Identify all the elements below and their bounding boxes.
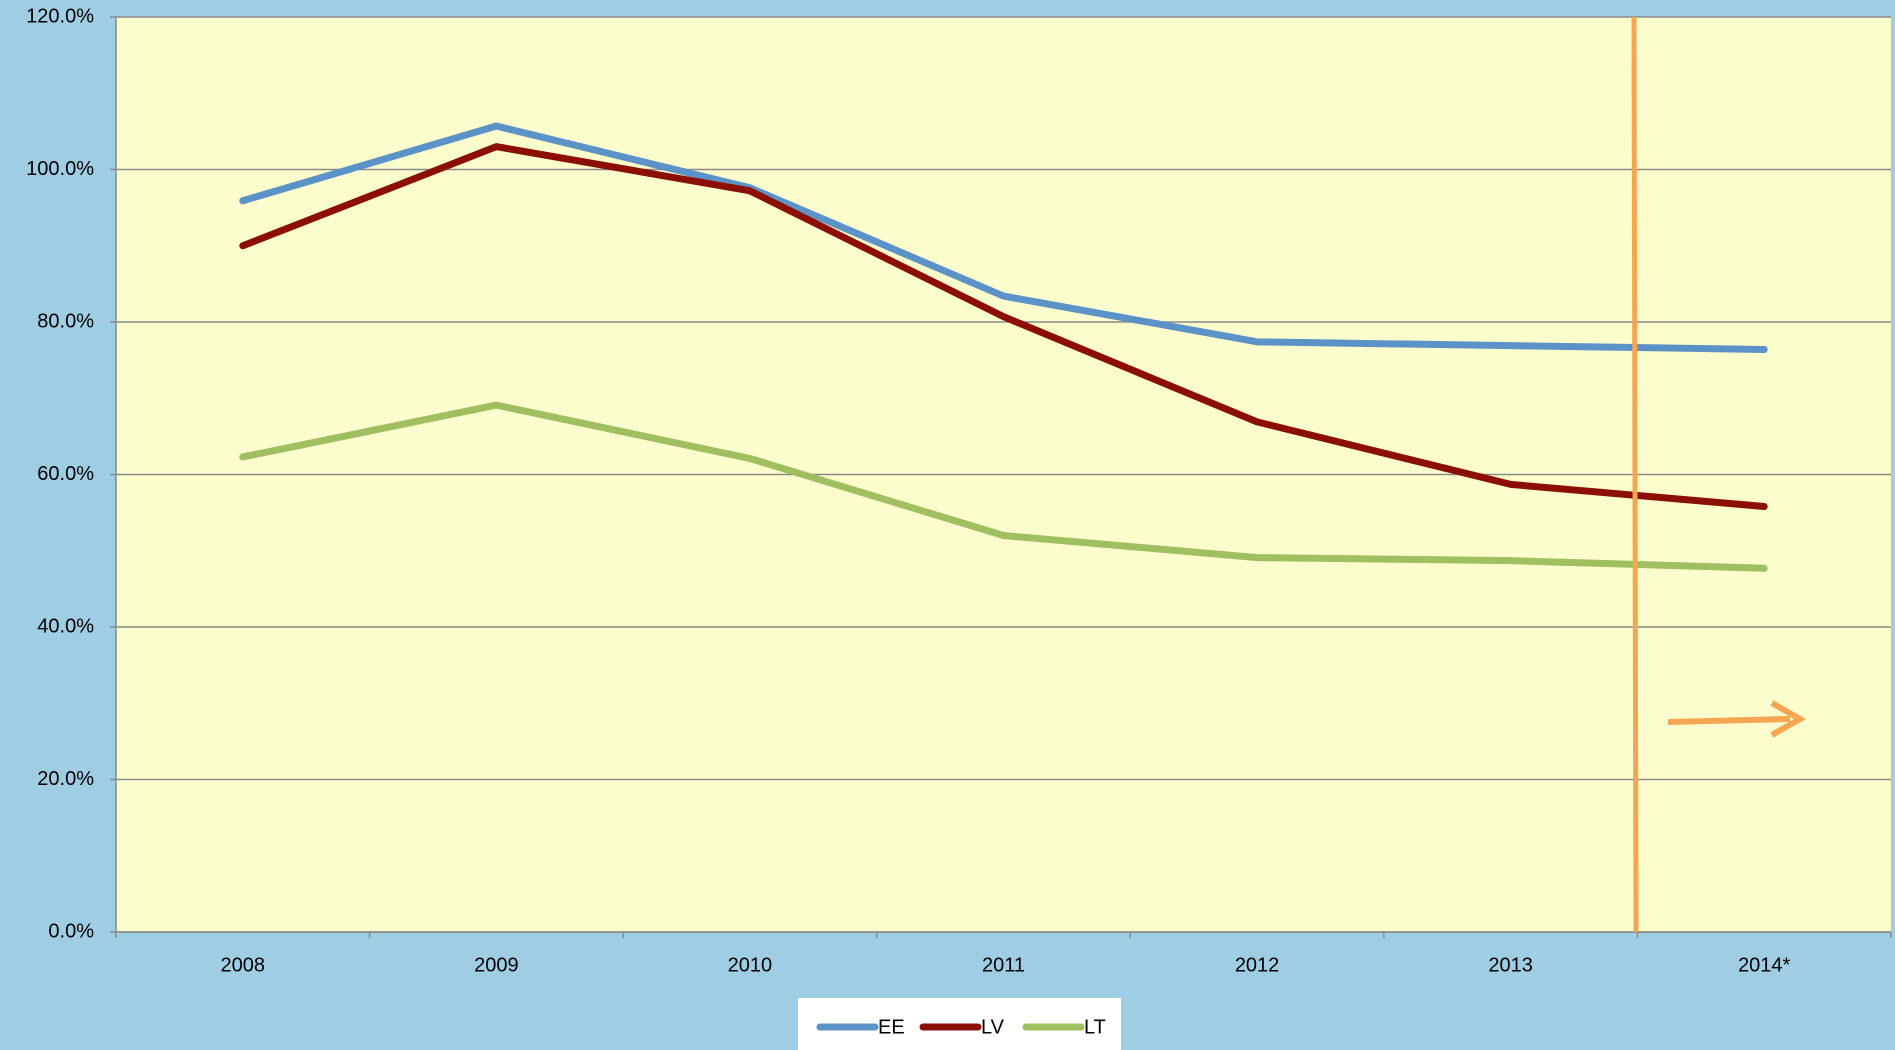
legend-label: LV	[981, 1016, 1005, 1038]
y-tick-label: 100.0%	[26, 158, 94, 180]
y-tick-label: 60.0%	[37, 463, 94, 485]
y-tick-label: 80.0%	[37, 310, 94, 332]
marks: 0.0% 20.0% 40.0% 60.0% 80.0% 100.0% 120.0% 2008…	[26, 5, 1892, 976]
x-tick-label: 2008	[221, 954, 266, 976]
y-tick-label: 0.0%	[48, 920, 94, 942]
forecast-arrow	[1667, 716, 1791, 725]
legend-label: LT	[1084, 1016, 1106, 1038]
x-tick-label: 2010	[728, 954, 773, 976]
series-line	[239, 122, 1768, 353]
x-tick-label: 2012	[1235, 954, 1280, 976]
y-tick-label: 20.0%	[37, 768, 94, 790]
forecast-arrow-head	[1770, 700, 1807, 738]
x-tick-label: 2013	[1488, 954, 1533, 976]
x-tick-label: 2009	[474, 954, 519, 976]
series-line	[239, 401, 1768, 572]
legend-label: EE	[878, 1016, 905, 1038]
series-line	[239, 143, 1768, 511]
y-tick-label: 120.0%	[26, 5, 94, 27]
x-tick-label: 2011	[982, 954, 1025, 976]
y-tick-label: 40.0%	[37, 615, 94, 637]
forecast-divider	[1631, 16, 1639, 933]
x-tick-label: 2014*	[1738, 954, 1790, 976]
